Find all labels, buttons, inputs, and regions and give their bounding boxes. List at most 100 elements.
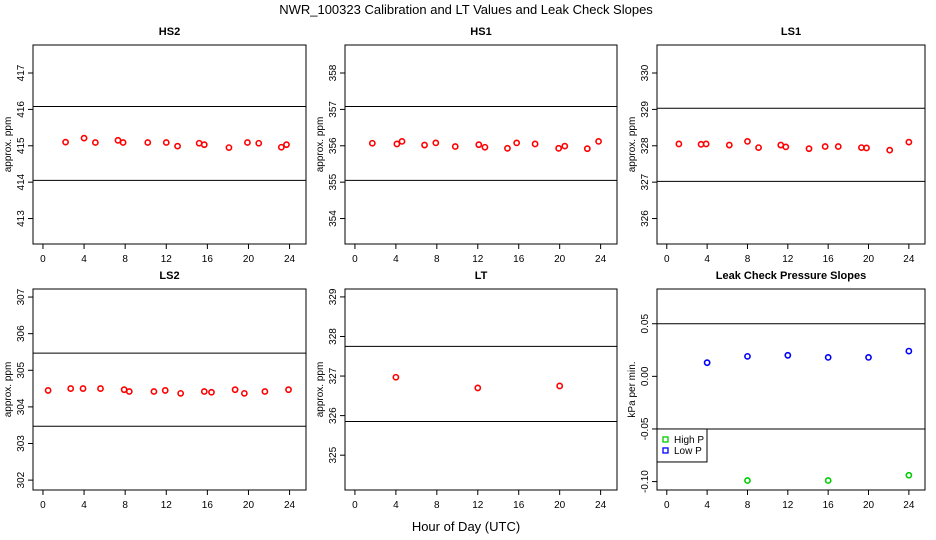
plot-frame — [656, 288, 926, 491]
y-tick-label: 326 — [328, 407, 339, 424]
plot-frame — [344, 288, 618, 491]
figure-title: NWR_100323 Calibration and LT Values and… — [279, 2, 653, 17]
data-point — [905, 471, 913, 479]
y-tick-label: 328 — [328, 328, 339, 345]
panel-leak-check-pressure-slopes: Leak Check Pressure Slopes kPa per min. 0 4… — [627, 270, 926, 511]
x-tick-label: 16 — [823, 254, 835, 265]
y-tick-label: 329 — [328, 288, 339, 305]
data-point — [225, 144, 233, 151]
x-tick-label: 24 — [595, 254, 607, 265]
data-point — [97, 385, 104, 392]
data-point — [824, 477, 832, 484]
x-tick-label: 12 — [161, 500, 173, 511]
panel-hs2: HS2 approx. ppm 0 4 8 12 16 20 24 413 414 415 416 417 — [3, 26, 307, 265]
data-point — [474, 384, 482, 392]
y-tick-label: 0.05 — [640, 314, 651, 334]
x-tick-label: 8 — [122, 254, 128, 265]
y-axis-label: approx. ppm — [3, 117, 14, 173]
y-axis-label: approx. ppm — [315, 117, 326, 173]
x-tick-label: 4 — [81, 500, 87, 511]
y-tick-label: 326 — [640, 210, 651, 227]
y-axis-label: approx. ppm — [627, 117, 638, 173]
data-point — [44, 387, 52, 394]
data-point — [481, 143, 489, 151]
y-tick-label: 415 — [16, 137, 27, 154]
data-point — [231, 386, 239, 394]
data-point — [150, 388, 158, 395]
data-point — [392, 373, 400, 381]
data-point — [702, 140, 710, 148]
panel-ls1: LS1 approx. ppm 0 4 8 12 16 20 24 326 327 328 329 330 — [627, 26, 926, 265]
y-tick-label: 416 — [16, 101, 27, 118]
data-point — [905, 138, 913, 146]
panel-title: Leak Check Pressure Slopes — [716, 270, 866, 282]
data-point — [561, 142, 569, 150]
x-tick-label: 8 — [745, 500, 751, 511]
data-point — [805, 145, 813, 153]
x-tick-label: 0 — [352, 254, 358, 265]
panel-title: LT — [475, 270, 488, 282]
x-tick-label: 16 — [513, 254, 525, 265]
y-tick-label: 0.00 — [640, 366, 651, 386]
data-point — [244, 139, 251, 146]
x-tick-label: 0 — [664, 254, 670, 265]
data-point — [432, 139, 440, 147]
x-tick-label: 24 — [284, 254, 296, 265]
data-point — [863, 144, 870, 152]
data-point — [865, 354, 872, 361]
y-tick-label: 304 — [16, 398, 27, 415]
x-tick-label: 16 — [202, 500, 214, 511]
x-tick-label: 16 — [513, 500, 525, 511]
x-tick-label: 24 — [595, 500, 607, 511]
y-tick-label: 305 — [16, 361, 27, 378]
x-tick-label: 8 — [122, 500, 128, 511]
panel-hs1: HS1 approx. ppm 0 4 8 12 16 20 24 354 355 356 357 358 — [315, 26, 618, 265]
y-axis-label: approx. ppm — [3, 362, 14, 418]
x-tick-label: 4 — [81, 254, 87, 265]
y-tick-label: 327 — [640, 173, 651, 190]
x-tick-label: 20 — [554, 500, 566, 511]
y-tick-label: 354 — [328, 210, 339, 227]
panel-ls2: LS2 approx. ppm 0 4 8 12 16 20 24 302 303 304 305 306… — [3, 270, 307, 511]
data-point — [821, 143, 829, 150]
panel-lt: LT approx. ppm 0 4 8 12 16 20 24 325 326 327 328 329 — [315, 270, 618, 511]
y-tick-label: 327 — [328, 367, 339, 384]
x-tick-label: 0 — [352, 500, 358, 511]
data-point — [208, 388, 215, 396]
data-point — [555, 144, 563, 152]
data-point — [91, 139, 99, 146]
data-point — [79, 385, 87, 392]
legend-marker — [662, 436, 669, 443]
data-point — [240, 389, 248, 397]
legend-marker — [662, 447, 669, 454]
legend-box — [656, 428, 708, 463]
x-tick-label: 8 — [434, 500, 440, 511]
data-point — [119, 139, 127, 146]
data-point — [583, 145, 591, 153]
y-axis-label: approx. ppm — [315, 362, 326, 418]
data-point — [368, 139, 376, 147]
x-tick-label: 12 — [782, 254, 794, 265]
x-tick-label: 4 — [393, 254, 399, 265]
data-point — [824, 354, 832, 361]
x-tick-label: 12 — [782, 500, 794, 511]
data-point — [905, 347, 913, 355]
data-point — [475, 141, 483, 149]
x-tick-label: 24 — [903, 254, 915, 265]
data-point — [125, 388, 133, 395]
data-point — [744, 138, 751, 145]
plot-frame — [32, 44, 307, 245]
x-tick-label: 0 — [664, 500, 670, 511]
data-point — [725, 141, 733, 149]
data-point — [62, 138, 69, 146]
y-tick-label: 306 — [16, 325, 27, 342]
y-tick-label: 307 — [16, 288, 27, 305]
data-point — [80, 134, 88, 142]
data-point — [504, 144, 511, 152]
data-point — [200, 388, 208, 395]
plot-frame — [344, 44, 618, 245]
y-tick-label: 417 — [16, 64, 27, 81]
data-point — [784, 351, 792, 359]
legend-label: High P — [674, 435, 704, 446]
x-tick-label: 12 — [161, 254, 173, 265]
